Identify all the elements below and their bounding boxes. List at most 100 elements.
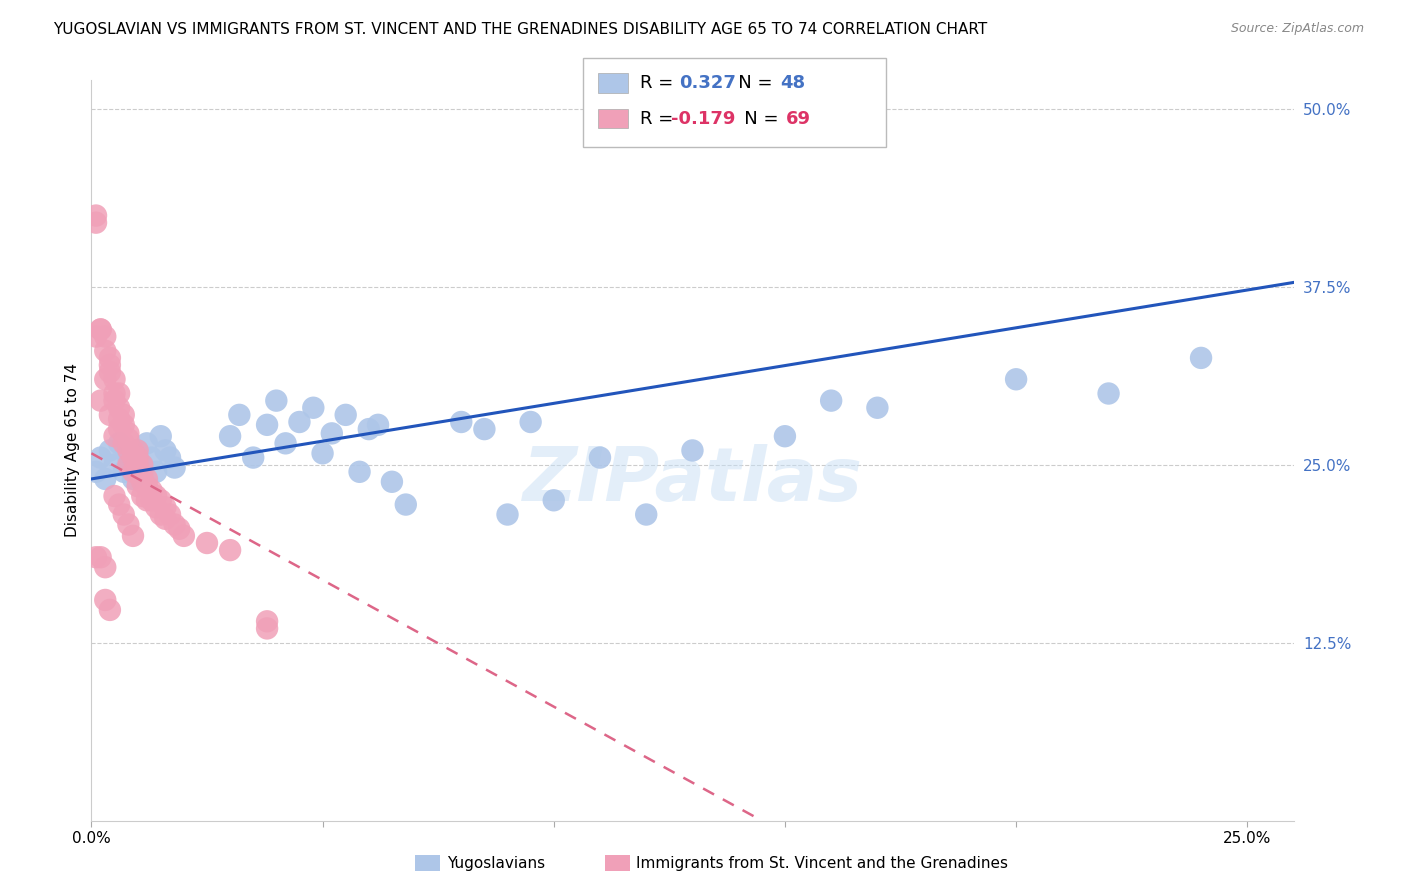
Point — [242, 450, 264, 465]
Point — [117, 450, 139, 465]
Point — [256, 417, 278, 432]
Text: Immigrants from St. Vincent and the Grenadines: Immigrants from St. Vincent and the Gren… — [636, 856, 1008, 871]
Text: 69: 69 — [786, 110, 811, 128]
Point — [474, 422, 496, 436]
Point — [349, 465, 371, 479]
Point — [98, 603, 121, 617]
Point — [131, 469, 153, 483]
Point — [122, 529, 145, 543]
Point — [94, 329, 117, 343]
Point — [159, 450, 181, 465]
Point — [321, 426, 343, 441]
Point — [335, 408, 357, 422]
Point — [127, 450, 149, 465]
Point — [108, 386, 131, 401]
Point — [98, 408, 121, 422]
Point — [103, 489, 125, 503]
Point — [381, 475, 404, 489]
Point — [141, 483, 163, 498]
Point — [90, 393, 112, 408]
Text: 0.327: 0.327 — [679, 74, 735, 92]
Point — [302, 401, 325, 415]
Point — [98, 351, 121, 365]
Point — [98, 358, 121, 372]
Text: ZIPatlas: ZIPatlas — [523, 443, 862, 516]
Point — [219, 543, 242, 558]
Point — [108, 436, 131, 450]
Point — [90, 450, 112, 465]
Point — [1189, 351, 1212, 365]
Point — [117, 443, 139, 458]
Point — [84, 209, 107, 223]
Point — [173, 529, 195, 543]
Point — [1097, 386, 1119, 401]
Point — [274, 436, 297, 450]
Point — [219, 429, 242, 443]
Point — [122, 443, 145, 458]
Text: -0.179: -0.179 — [671, 110, 735, 128]
Point — [84, 216, 107, 230]
Point — [108, 498, 131, 512]
Point — [1005, 372, 1028, 386]
Text: R =: R = — [640, 110, 679, 128]
Text: R =: R = — [640, 74, 685, 92]
Point — [266, 393, 288, 408]
Point — [112, 408, 135, 422]
Point — [155, 512, 177, 526]
Point — [135, 436, 157, 450]
Point — [145, 500, 167, 515]
Point — [135, 493, 157, 508]
Point — [228, 408, 250, 422]
Point — [155, 500, 177, 515]
Point — [167, 522, 190, 536]
Point — [112, 417, 135, 432]
Point — [108, 422, 131, 436]
Point — [103, 372, 125, 386]
Point — [195, 536, 218, 550]
Point — [94, 472, 117, 486]
Point — [127, 458, 149, 472]
Point — [112, 508, 135, 522]
Point — [367, 417, 389, 432]
Point — [103, 393, 125, 408]
Point — [122, 450, 145, 465]
Point — [127, 443, 149, 458]
Point — [84, 465, 107, 479]
Point — [145, 465, 167, 479]
Point — [681, 443, 703, 458]
Point — [94, 560, 117, 574]
Point — [256, 622, 278, 636]
Point — [122, 465, 145, 479]
Point — [131, 458, 153, 472]
Point — [311, 446, 333, 460]
Point — [108, 412, 131, 426]
Point — [127, 443, 149, 458]
Point — [496, 508, 519, 522]
Point — [145, 489, 167, 503]
Text: Source: ZipAtlas.com: Source: ZipAtlas.com — [1230, 22, 1364, 36]
Point — [98, 365, 121, 379]
Point — [94, 593, 117, 607]
Point — [155, 443, 177, 458]
Point — [866, 401, 889, 415]
Point — [103, 429, 125, 443]
Point — [117, 432, 139, 446]
Point — [256, 615, 278, 629]
Point — [90, 550, 112, 565]
Point — [112, 436, 135, 450]
Point — [163, 460, 186, 475]
Text: YUGOSLAVIAN VS IMMIGRANTS FROM ST. VINCENT AND THE GRENADINES DISABILITY AGE 65 : YUGOSLAVIAN VS IMMIGRANTS FROM ST. VINCE… — [53, 22, 987, 37]
Point — [159, 508, 181, 522]
Point — [141, 493, 163, 508]
Text: 48: 48 — [780, 74, 806, 92]
Point — [98, 443, 121, 458]
Point — [127, 465, 149, 479]
Point — [108, 401, 131, 415]
Point — [117, 458, 139, 472]
Point — [357, 422, 380, 436]
Point — [127, 479, 149, 493]
Point — [450, 415, 472, 429]
Point — [117, 426, 139, 441]
Point — [90, 322, 112, 336]
Text: N =: N = — [721, 74, 779, 92]
